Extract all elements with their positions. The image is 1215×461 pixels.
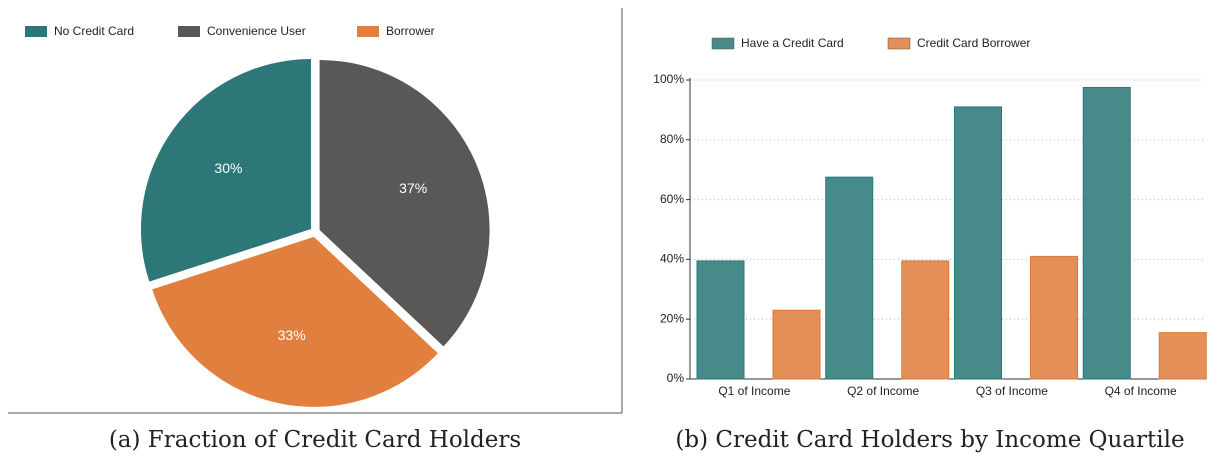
x-tick-label: Q2 of Income bbox=[847, 384, 919, 398]
pie-slice bbox=[152, 236, 438, 407]
caption: (a) Fraction of Credit Card Holders bbox=[109, 427, 521, 453]
legend-label: Convenience User bbox=[207, 24, 306, 38]
data-label: 30% bbox=[214, 160, 242, 176]
x-tick-label: Q3 of Income bbox=[976, 384, 1048, 398]
bar bbox=[901, 260, 950, 380]
bar bbox=[772, 309, 821, 380]
data-label: 37% bbox=[399, 180, 427, 196]
pie-slice bbox=[140, 59, 311, 282]
bar bbox=[954, 106, 1002, 380]
bar bbox=[825, 176, 874, 380]
legend-label: Have a Credit Card bbox=[741, 36, 844, 50]
legend-swatch bbox=[887, 37, 911, 50]
legend-label: Credit Card Borrower bbox=[917, 36, 1030, 50]
y-tick-label: 0% bbox=[667, 371, 685, 385]
x-tick-label: Q1 of Income bbox=[718, 384, 790, 398]
y-tick-label: 80% bbox=[660, 132, 684, 146]
data-label: 33% bbox=[278, 327, 306, 343]
legend-label: No Credit Card bbox=[54, 24, 134, 38]
bar bbox=[1030, 255, 1078, 380]
legend-swatch bbox=[357, 26, 379, 37]
legend-label: Borrower bbox=[386, 24, 435, 38]
bar bbox=[696, 260, 745, 380]
y-tick-label: 20% bbox=[660, 311, 684, 325]
bar bbox=[1158, 332, 1207, 380]
y-tick-label: 100% bbox=[653, 72, 684, 86]
y-tick-label: 40% bbox=[660, 252, 684, 266]
bar bbox=[1082, 86, 1131, 380]
legend-swatch bbox=[711, 37, 735, 50]
pie-slice bbox=[319, 60, 490, 347]
y-tick-label: 60% bbox=[660, 192, 684, 206]
caption: (b) Credit Card Holders by Income Quarti… bbox=[675, 427, 1184, 453]
legend-swatch bbox=[178, 26, 200, 37]
legend-swatch bbox=[25, 26, 47, 37]
x-tick-label: Q4 of Income bbox=[1105, 384, 1177, 398]
